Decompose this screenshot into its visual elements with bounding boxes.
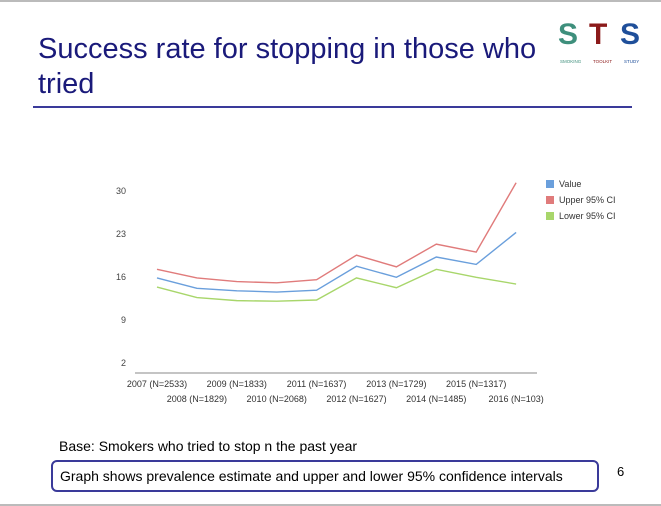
base-note: Base: Smokers who tried to stop n the pa… <box>59 438 358 454</box>
y-tick-label: 30 <box>116 186 126 196</box>
svg-text:SMOKING: SMOKING <box>560 59 582 64</box>
caption-box: Graph shows prevalence estimate and uppe… <box>51 460 599 492</box>
y-tick-label: 2 <box>121 358 126 368</box>
svg-text:STUDY: STUDY <box>624 59 639 64</box>
x-tick-label: 2016 (N=103) <box>488 394 543 404</box>
page-number: 6 <box>617 464 625 479</box>
x-tick-label: 2009 (N=1833) <box>207 379 267 389</box>
x-tick-label: 2011 (N=1637) <box>287 379 347 389</box>
y-tick-label: 9 <box>121 315 126 325</box>
svg-text:S: S <box>558 18 578 51</box>
legend-swatch <box>546 180 554 188</box>
y-tick-label: 23 <box>116 229 126 239</box>
y-tick-label: 16 <box>116 272 126 282</box>
x-tick-label: 2007 (N=2533) <box>127 379 187 389</box>
slide-title: Success rate for stopping in those who t… <box>38 33 537 100</box>
title-divider <box>33 106 632 108</box>
svg-text:TOOLKIT: TOOLKIT <box>593 59 612 64</box>
x-tick-label: 2008 (N=1829) <box>167 394 227 404</box>
x-tick-label: 2014 (N=1485) <box>406 394 466 404</box>
line-chart: 2 9 16 23 30 2007 (N=2533) 2008 (N=1829) 2009 (… <box>116 179 616 404</box>
x-tick-label: 2015 (N=1317) <box>446 379 506 389</box>
legend-label: Lower 95% CI <box>559 211 616 221</box>
svg-text:S: S <box>620 18 640 51</box>
legend-label: Upper 95% CI <box>559 195 616 205</box>
x-tick-label: 2013 (N=1729) <box>366 379 426 389</box>
series-line-value <box>156 231 517 293</box>
series-line-lower-95-ci <box>156 268 517 302</box>
legend-swatch <box>546 212 554 220</box>
svg-text:T: T <box>589 18 607 51</box>
x-tick-label: 2012 (N=1627) <box>326 394 386 404</box>
legend-label: Value <box>559 179 581 189</box>
x-tick-label: 2010 (N=2068) <box>247 394 307 404</box>
bottom-border <box>0 504 661 506</box>
series-line-upper-95-ci <box>156 182 517 284</box>
sts-logo: S T S SMOKING TOOLKIT STUDY <box>558 18 640 64</box>
legend-swatch <box>546 196 554 204</box>
